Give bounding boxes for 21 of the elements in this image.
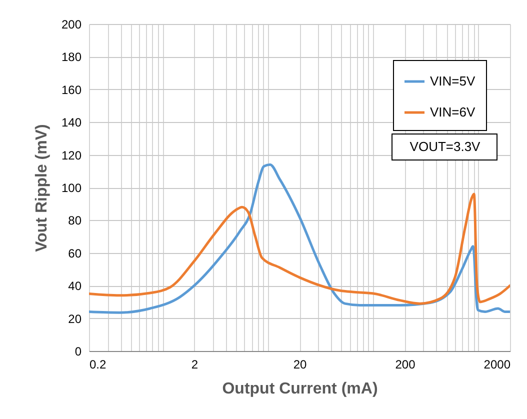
legend-label: VIN=6V [430, 104, 476, 120]
x-tick-label: 20 [293, 358, 307, 372]
y-axis-title: Vout Ripple (mV) [33, 124, 50, 252]
x-tick-label: 2000 [484, 358, 511, 372]
y-tick-label: 120 [61, 148, 82, 162]
y-tick-label: 20 [68, 312, 82, 326]
annotation: VOUT=3.3V [410, 139, 481, 154]
y-tick-label: 0 [74, 344, 82, 358]
x-tick-label: 200 [395, 358, 416, 372]
y-tick-label: 80 [68, 214, 82, 228]
x-tick-label: 2 [191, 358, 198, 372]
y-tick-label: 180 [61, 50, 82, 64]
y-tick-label: 40 [68, 279, 82, 294]
legend-label: VIN=5V [430, 74, 476, 88]
y-tick-label: 60 [68, 246, 82, 260]
y-tick-label: 200 [61, 18, 82, 32]
y-tick-label: 140 [61, 116, 82, 130]
y-tick-label: 160 [61, 82, 82, 97]
x-axis-title: Output Current (mA) [222, 380, 378, 398]
y-tick-label: 100 [61, 181, 82, 195]
x-tick-label: 0.2 [90, 358, 107, 372]
